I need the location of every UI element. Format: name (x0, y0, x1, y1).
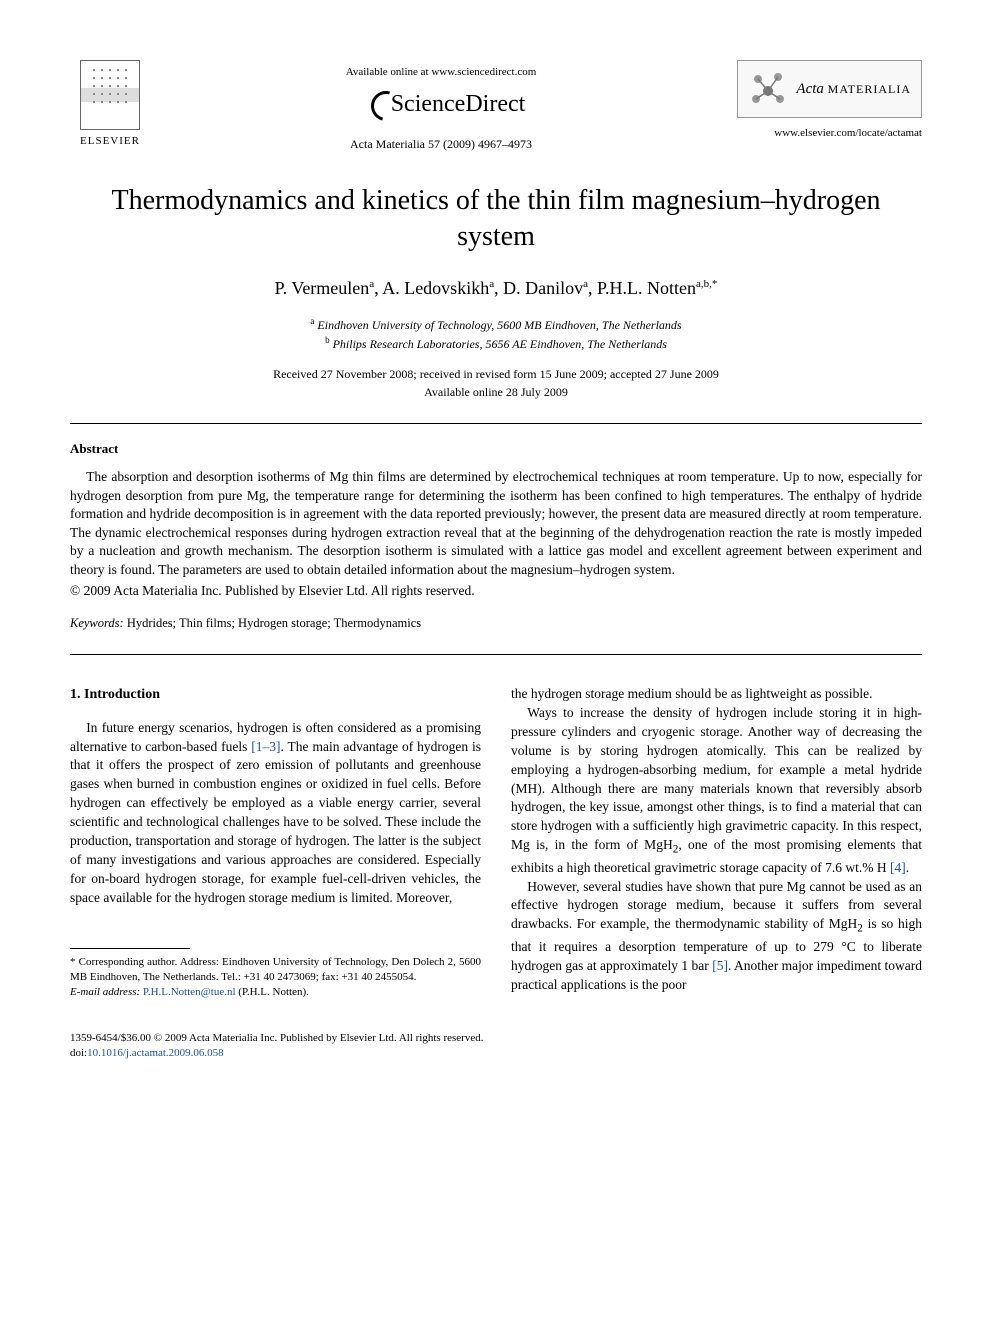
email-label: E-mail address: (70, 986, 140, 998)
body-paragraph: However, several studies have shown that… (511, 878, 922, 995)
header-center: Available online at www.sciencedirect.co… (150, 60, 732, 153)
doi-link[interactable]: 10.1016/j.actamat.2009.06.058 (87, 1047, 224, 1059)
body-paragraph: In future energy scenarios, hydrogen is … (70, 719, 481, 908)
author: A. Ledovskikha (382, 278, 494, 298)
corresponding-author-footnote: * Corresponding author. Address: Eindhov… (70, 955, 481, 1001)
journal-logo-block: Acta MATERIALIA www.elsevier.com/locate/… (732, 60, 922, 141)
header-row: ELSEVIER Available online at www.science… (70, 60, 922, 153)
affiliations: a Eindhoven University of Technology, 56… (70, 315, 922, 353)
sciencedirect-swoosh-icon (357, 91, 385, 119)
keywords-label: Keywords: (70, 616, 124, 630)
body-paragraph: Ways to increase the density of hydrogen… (511, 704, 922, 878)
dates-received: Received 27 November 2008; received in r… (70, 365, 922, 383)
column-right: the hydrogen storage medium should be as… (511, 685, 922, 1001)
citation-link[interactable]: [1–3] (251, 739, 280, 754)
publisher-logo: ELSEVIER (70, 60, 150, 149)
journal-url: www.elsevier.com/locate/actamat (732, 126, 922, 141)
article-title: Thermodynamics and kinetics of the thin … (70, 183, 922, 256)
keywords-list: Hydrides; Thin films; Hydrogen storage; … (127, 616, 421, 630)
abstract-copyright: © 2009 Acta Materialia Inc. Published by… (70, 582, 922, 601)
author: P.H.L. Nottena,b,* (597, 278, 717, 298)
article-dates: Received 27 November 2008; received in r… (70, 365, 922, 401)
doi-label: doi: (70, 1047, 87, 1059)
journal-molecule-icon (748, 69, 788, 109)
dates-online: Available online 28 July 2009 (70, 383, 922, 401)
affiliation: b Philips Research Laboratories, 5656 AE… (70, 334, 922, 353)
body-columns: 1. Introduction In future energy scenari… (70, 685, 922, 1001)
publisher-name: ELSEVIER (70, 134, 150, 149)
journal-name-italic: Acta (796, 81, 824, 97)
author: P. Vermeulena (275, 278, 375, 298)
affiliation: a Eindhoven University of Technology, 56… (70, 315, 922, 334)
email-author-suffix: (P.H.L. Notten). (238, 986, 309, 998)
footer-copyright: 1359-6454/$36.00 © 2009 Acta Materialia … (70, 1031, 922, 1046)
abstract-label: Abstract (70, 440, 922, 458)
divider (70, 654, 922, 655)
citation-link[interactable]: [4] (890, 860, 906, 875)
journal-title: Acta MATERIALIA (796, 79, 911, 100)
platform-logo: ScienceDirect (357, 88, 526, 122)
page-footer: 1359-6454/$36.00 © 2009 Acta Materialia … (70, 1031, 922, 1062)
abstract-text: The absorption and desorption isotherms … (70, 468, 922, 580)
citation-link[interactable]: [5] (712, 958, 728, 973)
corr-author-text: * Corresponding author. Address: Eindhov… (70, 955, 481, 986)
section-heading: 1. Introduction (70, 685, 481, 705)
footer-doi-line: doi:10.1016/j.actamat.2009.06.058 (70, 1046, 922, 1061)
column-left: 1. Introduction In future energy scenari… (70, 685, 481, 1001)
authors-line: P. Vermeulena, A. Ledovskikha, D. Danilo… (70, 276, 922, 301)
footnote-rule (70, 948, 190, 949)
journal-badge: Acta MATERIALIA (737, 60, 922, 118)
available-online-text: Available online at www.sciencedirect.co… (150, 65, 732, 80)
body-paragraph: the hydrogen storage medium should be as… (511, 685, 922, 704)
email-link[interactable]: P.H.L.Notten@tue.nl (143, 986, 236, 998)
journal-reference: Acta Materialia 57 (2009) 4967–4973 (150, 136, 732, 153)
platform-name: ScienceDirect (391, 88, 526, 122)
author: D. Danilova (503, 278, 588, 298)
keywords-line: Keywords: Hydrides; Thin films; Hydrogen… (70, 615, 922, 633)
divider (70, 423, 922, 424)
journal-name-caps: MATERIALIA (828, 82, 911, 96)
corr-author-email-line: E-mail address: P.H.L.Notten@tue.nl (P.H… (70, 985, 481, 1000)
elsevier-tree-icon (80, 60, 140, 130)
